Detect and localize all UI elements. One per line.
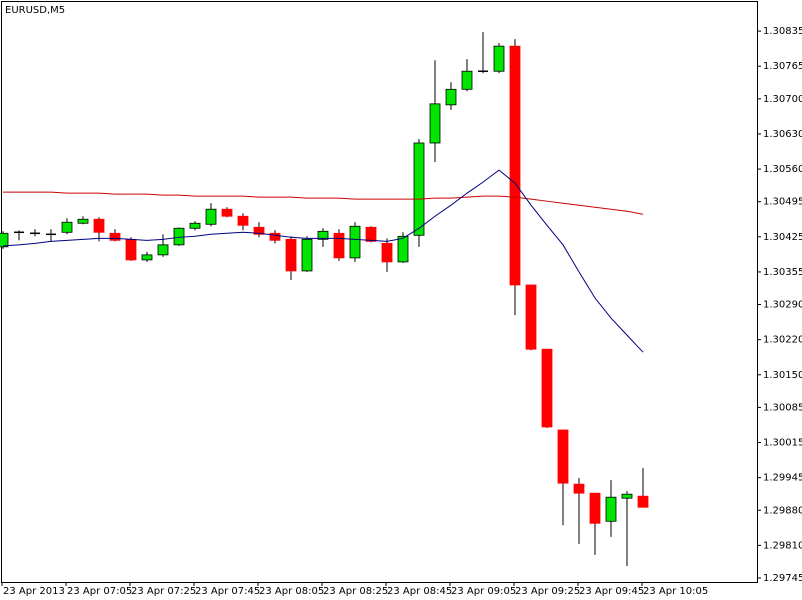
candle-body (429, 103, 441, 144)
candle-body (269, 232, 281, 241)
plot-frame (1, 1, 758, 583)
y-tick-label: 1.30290 (763, 300, 802, 311)
candle-body (301, 238, 313, 272)
x-tick-label: 23 Apr 08:05 (259, 586, 324, 597)
y-tick-label: 1.29810 (763, 540, 802, 551)
candle-body (221, 208, 233, 217)
x-tick-label: 23 Apr 08:25 (323, 586, 388, 597)
candle-body (77, 218, 89, 224)
candle-body (237, 215, 249, 226)
candle-body (413, 142, 425, 236)
candle-body (557, 429, 569, 484)
x-tick-label: 23 Apr 07:05 (67, 586, 132, 597)
y-tick-label: 1.29945 (763, 473, 802, 484)
y-tick-label: 1.30495 (763, 197, 802, 208)
y-tick-label: 1.30150 (763, 370, 802, 381)
candle-body (253, 226, 265, 235)
candle-body (493, 45, 505, 72)
x-tick-label: 23 Apr 09:45 (579, 586, 644, 597)
candle-body (109, 232, 121, 241)
candle-body (93, 218, 105, 233)
y-tick-label: 1.29745 (763, 573, 802, 584)
candle-body (285, 238, 297, 272)
y-tick-label: 1.30425 (763, 232, 802, 243)
candle-body (621, 493, 633, 499)
candle-body (589, 492, 601, 524)
candle-body (173, 227, 185, 246)
candle-body (637, 495, 649, 508)
candle-body (573, 483, 585, 494)
candle-body (605, 496, 617, 522)
x-tick-label: 23 Apr 08:45 (387, 586, 452, 597)
candle-body (0, 232, 9, 248)
y-tick-label: 1.30560 (763, 164, 802, 175)
candle-body (61, 221, 73, 233)
candle-body (445, 88, 457, 106)
x-tick-label: 23 Apr 2013 (3, 586, 65, 597)
y-tick-label: 1.30835 (763, 26, 802, 37)
candle-body (125, 238, 137, 261)
y-tick-label: 1.30355 (763, 267, 802, 278)
y-tick-label: 1.30220 (763, 335, 802, 346)
x-tick-label: 23 Apr 09:25 (515, 586, 580, 597)
candle-body (397, 235, 409, 263)
candle-body (157, 244, 169, 256)
candle-body (141, 254, 153, 261)
x-tick-label: 23 Apr 07:25 (131, 586, 196, 597)
candle-body (365, 226, 377, 242)
y-tick-label: 1.30765 (763, 61, 802, 72)
candle-body (461, 70, 473, 90)
candle-body (381, 242, 393, 263)
candle-body (541, 348, 553, 428)
chart-title: EURUSD,M5 (5, 5, 65, 16)
candle-body (317, 230, 329, 240)
candle-body (525, 284, 537, 350)
y-tick-label: 1.30700 (763, 94, 802, 105)
y-tick-label: 1.30015 (763, 438, 802, 449)
candle-body (333, 232, 345, 259)
x-tick-label: 23 Apr 07:45 (195, 586, 260, 597)
candle-body (509, 45, 521, 286)
candle-body (205, 208, 217, 225)
candle-body (349, 225, 361, 259)
y-tick-label: 1.30085 (763, 402, 802, 413)
moving-average (3, 191, 644, 215)
y-tick-label: 1.29880 (763, 505, 802, 516)
moving-average (2, 169, 644, 353)
y-tick-label: 1.30630 (763, 129, 802, 140)
x-tick-label: 23 Apr 10:05 (643, 586, 708, 597)
x-tick-label: 23 Apr 09:05 (451, 586, 516, 597)
candle-body (189, 222, 201, 229)
